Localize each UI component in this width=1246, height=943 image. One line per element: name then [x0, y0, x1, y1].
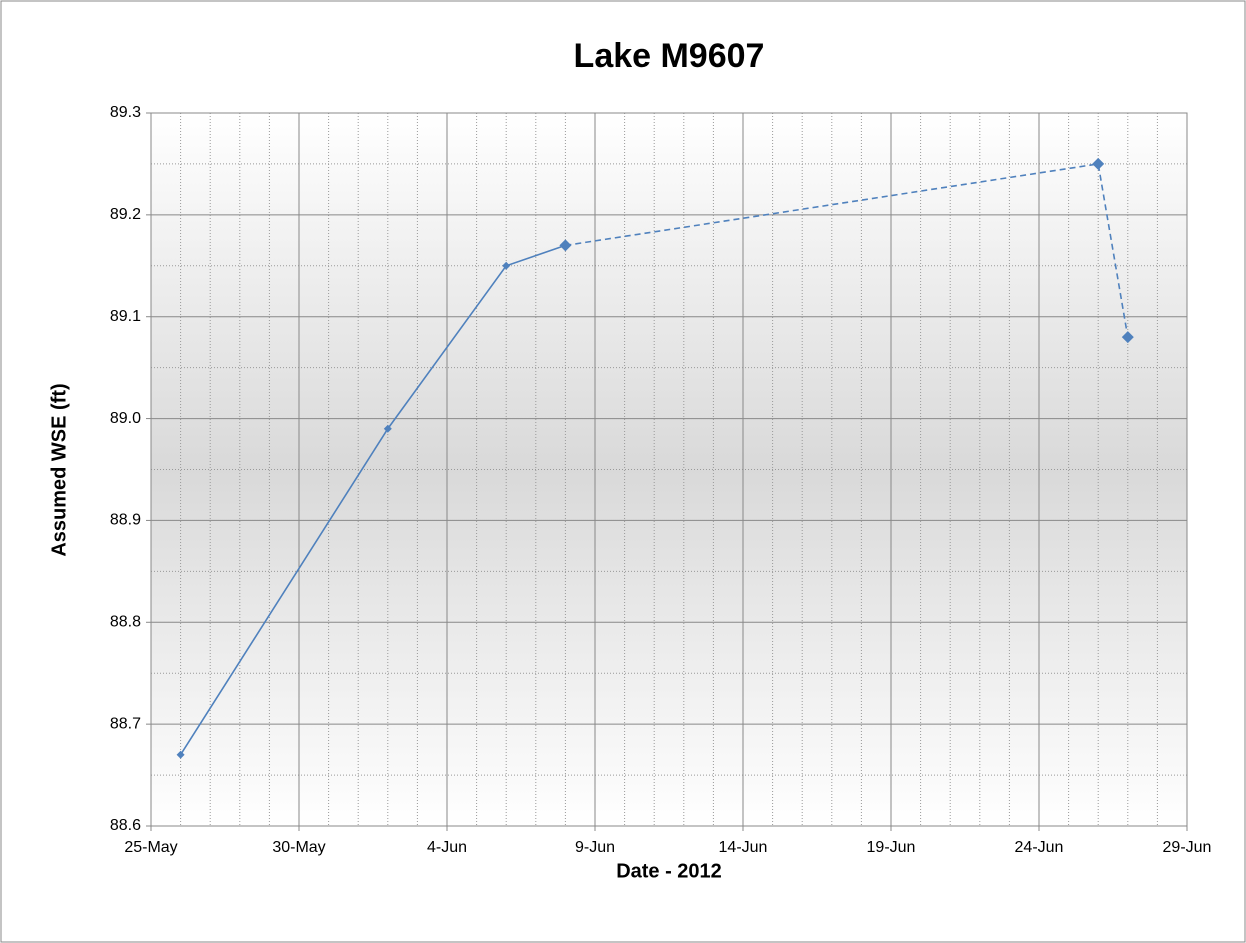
y-tick-label: 88.6 [110, 817, 141, 834]
series-line [179, 244, 566, 756]
x-tick-label: 24-Jun [1015, 839, 1064, 856]
y-tick-label: 88.8 [110, 614, 141, 631]
x-tick-label: 30-May [272, 839, 325, 856]
data-point [502, 261, 511, 270]
plot-area [151, 113, 1187, 826]
data-point [559, 239, 572, 252]
y-tick-label: 88.7 [110, 715, 141, 732]
data-point [1092, 157, 1105, 170]
data-point [176, 750, 185, 759]
y-tick-label: 89.0 [110, 410, 141, 427]
x-tick-label: 14-Jun [719, 839, 768, 856]
y-tick-label: 89.2 [110, 206, 141, 223]
y-axis-label: Assumed WSE (ft) [48, 383, 70, 556]
x-tick-label: 9-Jun [575, 839, 615, 856]
x-tick-label: 4-Jun [427, 839, 467, 856]
chart-title: Lake M9607 [574, 37, 765, 75]
plot-border [150, 112, 1188, 827]
y-tick-label: 89.1 [110, 308, 141, 325]
x-tick-label: 25-May [124, 839, 177, 856]
data-point [1121, 331, 1134, 344]
y-tick-label: 89.3 [110, 104, 141, 121]
y-tick-label: 88.9 [110, 512, 141, 529]
x-tick-label: 19-Jun [867, 839, 916, 856]
x-tick-label: 29-Jun [1163, 839, 1212, 856]
x-axis-label: Date - 2012 [616, 860, 722, 882]
data-point [383, 424, 392, 433]
